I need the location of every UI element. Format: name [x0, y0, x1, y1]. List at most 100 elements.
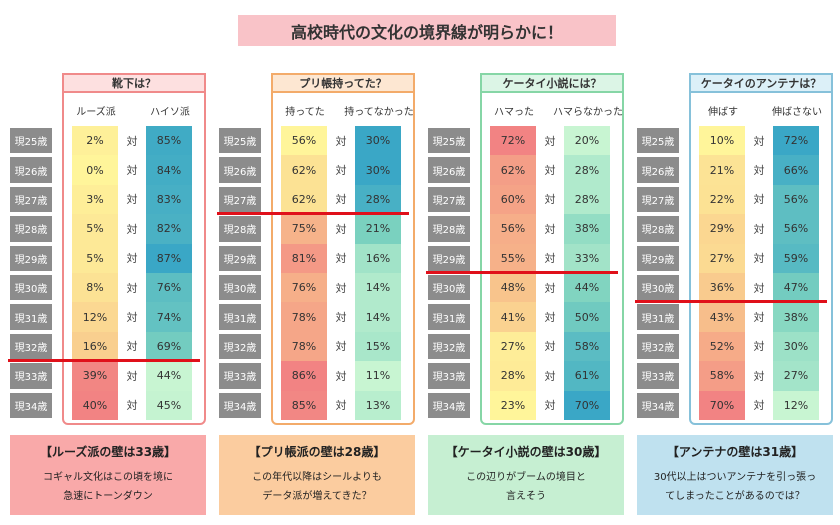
value-cell: 33%	[564, 243, 610, 273]
value-cell: 12%	[72, 302, 118, 332]
column-header: ハマった	[494, 106, 534, 118]
column-header: ハイソ派	[150, 106, 190, 118]
value-cell: 85%	[281, 390, 327, 420]
panel-question: プリ帳持ってた？	[271, 73, 415, 93]
versus: 対	[126, 281, 138, 295]
age-label: 現29歳	[10, 245, 52, 271]
versus: 対	[544, 340, 556, 354]
age-label: 現27歳	[219, 186, 261, 213]
column-header: ハマらなかった	[553, 106, 623, 118]
conclusion-title: 【ケータイ小説の壁は30歳】	[445, 444, 607, 459]
versus: 対	[544, 222, 556, 236]
value-cell: 30%	[355, 126, 401, 156]
versus: 対	[126, 164, 138, 178]
versus: 対	[753, 252, 765, 266]
age-label: 現30歳	[219, 275, 261, 301]
age-label: 現25歳	[637, 128, 679, 154]
age-label: 現28歳	[10, 216, 52, 242]
value-cell: 0%	[72, 155, 118, 185]
value-cell: 59%	[773, 243, 819, 273]
age-label: 現31歳	[428, 304, 470, 330]
versus: 対	[335, 134, 347, 148]
value-cell: 58%	[564, 331, 610, 362]
value-cell: 8%	[72, 273, 118, 303]
versus: 対	[126, 369, 138, 383]
versus: 対	[753, 134, 765, 148]
age-label: 現34歳	[219, 392, 261, 418]
age-label: 現25歳	[428, 128, 470, 154]
age-label: 現34歳	[10, 392, 52, 418]
value-cell: 48%	[490, 273, 536, 303]
value-cell: 52%	[699, 331, 745, 362]
age-label: 現29歳	[428, 245, 470, 271]
value-cell: 76%	[281, 273, 327, 303]
value-cell: 45%	[146, 390, 192, 420]
conclusion-text: コギャル文化はこの頃を境に	[43, 471, 173, 483]
age-label: 現32歳	[10, 333, 52, 360]
conclusion-text: 急速にトーンダウン	[63, 490, 153, 502]
value-cell: 29%	[699, 214, 745, 244]
value-cell: 72%	[490, 126, 536, 156]
age-label: 現31歳	[637, 304, 679, 330]
versus: 対	[126, 399, 138, 413]
value-cell: 61%	[564, 361, 610, 391]
value-cell: 81%	[281, 243, 327, 273]
versus: 対	[544, 399, 556, 413]
versus: 対	[544, 252, 556, 266]
versus: 対	[335, 399, 347, 413]
value-cell: 16%	[72, 331, 118, 362]
versus: 対	[753, 222, 765, 236]
age-label: 現33歳	[219, 363, 261, 389]
column-header: ルーズ派	[76, 106, 116, 118]
age-label: 現27歳	[428, 186, 470, 213]
value-cell: 86%	[281, 361, 327, 391]
value-cell: 22%	[699, 184, 745, 215]
age-label: 現28歳	[428, 216, 470, 242]
value-cell: 56%	[773, 184, 819, 215]
versus: 対	[753, 311, 765, 325]
value-cell: 72%	[773, 126, 819, 156]
value-cell: 16%	[355, 243, 401, 273]
value-cell: 28%	[564, 155, 610, 185]
age-label: 現32歳	[428, 333, 470, 360]
value-cell: 62%	[281, 155, 327, 185]
versus: 対	[126, 311, 138, 325]
value-cell: 41%	[490, 302, 536, 332]
age-label: 現33歳	[428, 363, 470, 389]
value-cell: 38%	[564, 214, 610, 244]
versus: 対	[753, 399, 765, 413]
age-label: 現30歳	[637, 275, 679, 301]
value-cell: 62%	[490, 155, 536, 185]
age-label: 現28歳	[219, 216, 261, 242]
versus: 対	[544, 164, 556, 178]
age-label: 現25歳	[10, 128, 52, 154]
age-label: 現33歳	[10, 363, 52, 389]
value-cell: 69%	[146, 331, 192, 362]
value-cell: 38%	[773, 302, 819, 332]
value-cell: 12%	[773, 390, 819, 420]
conclusion-box	[219, 435, 415, 515]
value-cell: 36%	[699, 273, 745, 303]
value-cell: 27%	[699, 243, 745, 273]
column-header: 伸ばす	[708, 106, 738, 118]
age-label: 現30歳	[428, 275, 470, 301]
age-label: 現34歳	[637, 392, 679, 418]
conclusion-text: てしまったことがあるのでは？	[665, 490, 805, 502]
value-cell: 75%	[281, 214, 327, 244]
versus: 対	[126, 193, 138, 207]
versus: 対	[753, 193, 765, 207]
age-label: 現33歳	[637, 363, 679, 389]
value-cell: 11%	[355, 361, 401, 391]
versus: 対	[335, 222, 347, 236]
value-cell: 13%	[355, 390, 401, 420]
conclusion-text: データ派が増えてきた？	[262, 490, 372, 502]
age-label: 現29歳	[219, 245, 261, 271]
age-label: 現31歳	[10, 304, 52, 330]
wall-line	[8, 359, 200, 363]
versus: 対	[544, 369, 556, 383]
versus: 対	[753, 340, 765, 354]
value-cell: 44%	[146, 361, 192, 391]
value-cell: 56%	[773, 214, 819, 244]
age-label: 現28歳	[637, 216, 679, 242]
column-header: 持ってた	[285, 106, 325, 118]
